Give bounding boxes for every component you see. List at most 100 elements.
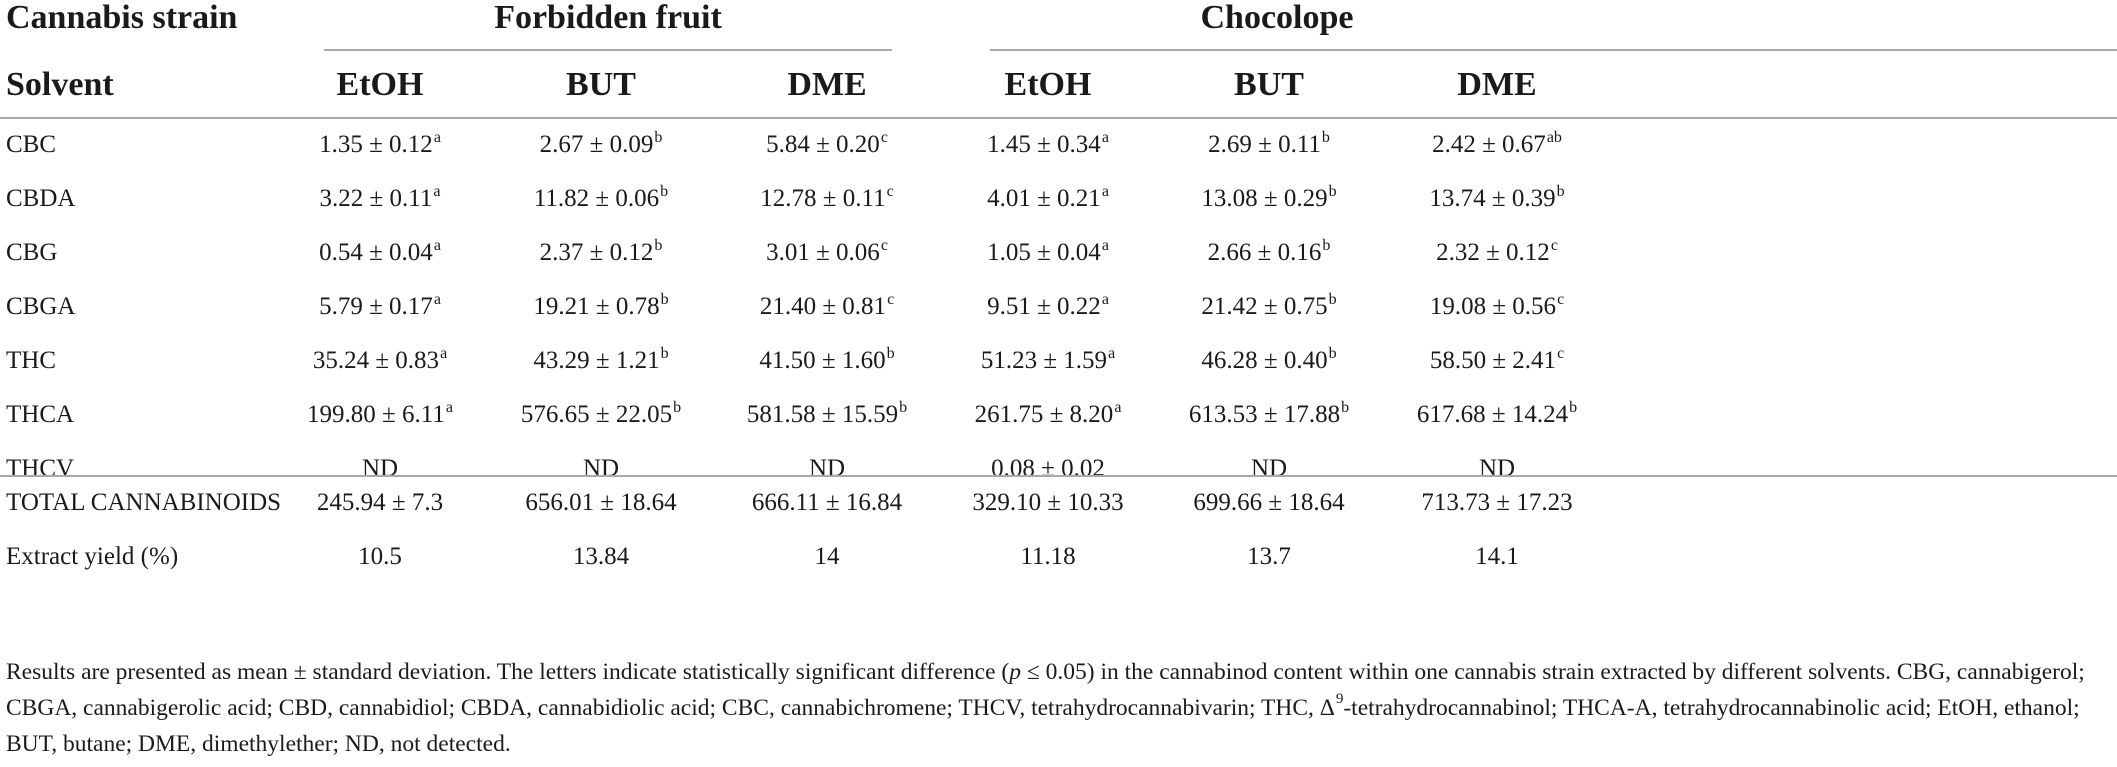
row-label: CBDA bbox=[6, 185, 76, 212]
significance-letter: c bbox=[1550, 237, 1558, 254]
cell-value: 41.50 ± 1.60 bbox=[759, 347, 886, 374]
table-footnote: Results are presented as mean ± standard… bbox=[6, 654, 2106, 762]
cell-value: 19.21 ± 0.78 bbox=[533, 293, 660, 320]
solvent-header: DME bbox=[1457, 66, 1537, 103]
cell-value: 4.01 ± 0.21 bbox=[987, 185, 1101, 212]
row-label: TOTAL CANNABINOIDS bbox=[6, 489, 282, 516]
significance-letter: a bbox=[1101, 237, 1109, 254]
table-cell: 656.01 ± 18.64 bbox=[411, 476, 791, 530]
solvent-header: EtOH bbox=[336, 66, 424, 103]
cell-value: 5.79 ± 0.17 bbox=[319, 293, 433, 320]
significance-letter: a bbox=[1101, 291, 1109, 308]
table-cell: 699.66 ± 18.64 bbox=[1079, 476, 1459, 530]
row-label: CBGA bbox=[6, 293, 76, 320]
solvent-label: Solvent bbox=[6, 66, 114, 103]
significance-letter: a bbox=[433, 291, 441, 308]
significance-letter: c bbox=[1557, 345, 1565, 362]
table-bottom-rule bbox=[0, 475, 2117, 477]
cell-value: 46.28 ± 0.40 bbox=[1201, 347, 1328, 374]
table-cell: 2.67 ± 0.09b bbox=[411, 118, 791, 172]
footnote-superscript: 9 bbox=[1335, 691, 1344, 707]
cell-value: 0.08 ± 0.02 bbox=[991, 455, 1105, 482]
significance-letter: a bbox=[440, 345, 448, 362]
table-cell: 58.50 ± 2.41c bbox=[1307, 334, 1687, 388]
table-row: Extract yield (%) 10.5 13.84 14 11.18 13.7 14.… bbox=[0, 530, 2117, 584]
table-cell: 5.84 ± 0.20c bbox=[637, 118, 1017, 172]
cell-value: 1.05 ± 0.04 bbox=[987, 239, 1101, 266]
significance-letter: b bbox=[886, 345, 895, 362]
significance-letter: b bbox=[1341, 399, 1350, 416]
table-cell: ND bbox=[637, 442, 1017, 496]
table-row: THCA 199.80 ± 6.11a 576.65 ± 22.05b 581.58 … bbox=[0, 388, 2117, 442]
group-header-chocolope: Chocolope bbox=[1200, 0, 1354, 36]
table-cell: 4.01 ± 0.21a bbox=[858, 172, 1238, 226]
cell-value: 2.69 ± 0.11 bbox=[1208, 131, 1321, 158]
table-cell: ND bbox=[1079, 442, 1459, 496]
significance-letter: c bbox=[1557, 291, 1565, 308]
table-cell: 13.74 ± 0.39 b bbox=[1307, 172, 1687, 226]
cell-value: 14.1 bbox=[1475, 543, 1519, 570]
row-label: THCA bbox=[6, 401, 75, 428]
significance-letter: a bbox=[1101, 129, 1109, 146]
cell-value: ND bbox=[808, 455, 846, 482]
significance-letter: c bbox=[880, 237, 888, 254]
table-row: CBG 0.54 ± 0.04a 2.37 ± 0.12b 3.01 ± 0.06c 1… bbox=[0, 226, 2117, 280]
cell-value: 713.73 ± 17.23 bbox=[1421, 489, 1573, 516]
significance-letter: b bbox=[673, 399, 682, 416]
cell-value: 13.74 ± 0.39 bbox=[1429, 185, 1556, 212]
row-label: THCV bbox=[6, 455, 75, 482]
table-cell: 713.73 ± 17.23 bbox=[1307, 476, 1687, 530]
footnote-text: -tetrahydrocannabinol; THCA-A, tetrahydr… bbox=[6, 695, 2080, 757]
table-cell: 13.84 bbox=[411, 530, 791, 584]
table-cell: 2.42 ± 0.67ab bbox=[1307, 118, 1687, 172]
significance-letter: a bbox=[433, 183, 441, 200]
cell-value: 35.24 ± 0.83 bbox=[312, 347, 440, 374]
cell-value: 19.08 ± 0.56 bbox=[1429, 293, 1557, 320]
significance-letter: b bbox=[1569, 399, 1578, 416]
cell-value: 2.67 ± 0.09 bbox=[539, 131, 654, 158]
cell-value: 13.08 ± 0.29 bbox=[1201, 185, 1328, 212]
table-cell: 617.68 ± 14.24b bbox=[1307, 388, 1687, 442]
table-cell: ND bbox=[190, 442, 570, 496]
significance-letter: b bbox=[1328, 183, 1337, 200]
significance-letter: b bbox=[1328, 291, 1337, 308]
significance-letter: b bbox=[660, 291, 669, 308]
significance-letter: c bbox=[886, 183, 894, 200]
table-cell: 35.24 ± 0.83a bbox=[190, 334, 570, 388]
footnote-p-symbol: p bbox=[1009, 659, 1021, 685]
cell-value: 2.37 ± 0.12 bbox=[539, 239, 654, 266]
cell-value: 5.84 ± 0.20 bbox=[766, 131, 880, 158]
table-cell: 51.23 ± 1.59a bbox=[858, 334, 1238, 388]
table-row: TOTAL CANNABINOIDS 245.94 ± 7.3 656.01 ± 1… bbox=[0, 476, 2117, 530]
cell-value: 51.23 ± 1.59 bbox=[980, 347, 1108, 374]
table-cell: 1.45 ± 0.34a bbox=[858, 118, 1238, 172]
cell-value: 699.66 ± 18.64 bbox=[1193, 489, 1345, 516]
cell-value: 12.78 ± 0.11 bbox=[760, 185, 886, 212]
table-cell: 2.32 ± 0.12c bbox=[1307, 226, 1687, 280]
solvent-header: BUT bbox=[1234, 66, 1304, 103]
row-label: CBC bbox=[6, 131, 57, 158]
footnote-text: ≤ 0.05) in the cannabinod content within… bbox=[6, 659, 2085, 721]
significance-letter: a bbox=[433, 237, 441, 254]
cell-value: 13.7 bbox=[1247, 543, 1291, 570]
solvent-header: EtOH bbox=[1004, 66, 1092, 103]
table-cell: 245.94 ± 7.3 bbox=[190, 476, 570, 530]
cell-value: 1.45 ± 0.34 bbox=[987, 131, 1101, 158]
significance-letter: b bbox=[899, 399, 908, 416]
table-cell: 12.78 ± 0.11c bbox=[637, 172, 1017, 226]
significance-letter: b bbox=[1322, 237, 1331, 254]
row-label: Extract yield (%) bbox=[6, 543, 179, 570]
table-cell: 3.01 ± 0.06c bbox=[637, 226, 1017, 280]
table-row: CBC 1.35 ± 0.12 a 2.67 ± 0.09b 5.84 ± 0.20c 1… bbox=[0, 118, 2117, 172]
significance-letter: a bbox=[445, 399, 453, 416]
table-cell: 581.58 ± 15.59b bbox=[637, 388, 1017, 442]
table-cell: 11.82 ± 0.06b bbox=[411, 172, 791, 226]
cell-value: 1.35 ± 0.12 bbox=[319, 131, 433, 158]
significance-letter: ab bbox=[1546, 129, 1562, 146]
cell-value: 199.80 ± 6.11 bbox=[307, 401, 445, 428]
solvent-header: DME bbox=[787, 66, 867, 103]
table-cell: 261.75 ± 8.20a bbox=[858, 388, 1238, 442]
cell-value: 2.32 ± 0.12 bbox=[1436, 239, 1550, 266]
table-cell: 46.28 ± 0.40b bbox=[1079, 334, 1459, 388]
table-row: THC 35.24 ± 0.83a 43.29 ± 1.21b 41.50 ± 1.6… bbox=[0, 334, 2117, 388]
